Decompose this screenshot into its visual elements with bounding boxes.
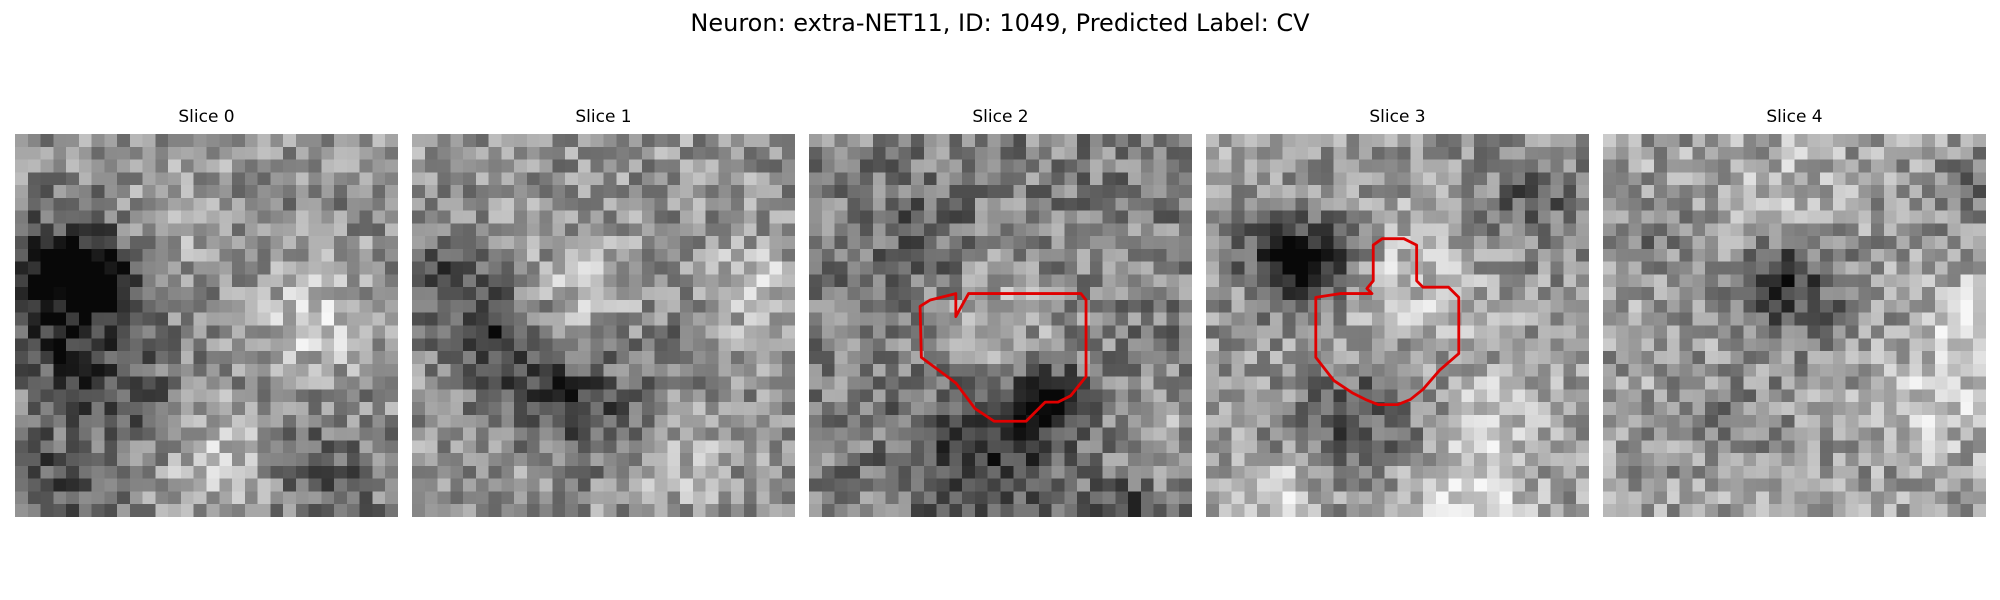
slice-title: Slice 3: [1369, 107, 1426, 127]
slice-image: [15, 134, 398, 517]
slice-panel-0: Slice 0: [15, 106, 398, 517]
slice-image: [809, 134, 1192, 517]
slice-panel-4: Slice 4: [1603, 106, 1986, 517]
slice-title: Slice 1: [575, 107, 632, 127]
roi-contour: [1314, 237, 1461, 407]
slice-title: Slice 0: [178, 107, 235, 127]
slice-image: [1206, 134, 1589, 517]
slice-image: [1603, 134, 1986, 517]
slice-panel-1: Slice 1: [412, 106, 795, 517]
figure-title: Neuron: extra-NET11, ID: 1049, Predicted…: [690, 9, 1310, 37]
slice-panel-2: Slice 2: [809, 106, 1192, 517]
slice-panel-3: Slice 3: [1206, 106, 1589, 517]
roi-contour: [918, 292, 1088, 423]
slice-title: Slice 4: [1766, 107, 1823, 127]
slice-title: Slice 2: [972, 107, 1029, 127]
slice-image: [412, 134, 795, 517]
